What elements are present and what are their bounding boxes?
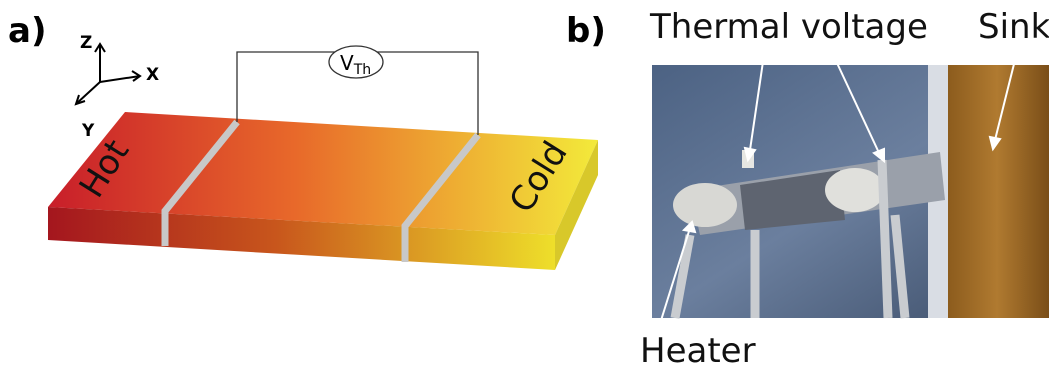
annotation-heater: Heater bbox=[640, 331, 756, 371]
voltmeter-symbol: V bbox=[340, 51, 354, 75]
voltmeter-subscript: Th bbox=[353, 62, 371, 78]
panel-label: a) bbox=[8, 11, 46, 51]
annotation-sink: Sink bbox=[978, 7, 1049, 47]
photo bbox=[652, 65, 1049, 318]
panel-label: b) bbox=[566, 11, 606, 51]
axes bbox=[76, 44, 140, 104]
annotation-thermal-voltage: Thermal voltage bbox=[649, 7, 928, 47]
axis-y: Y bbox=[81, 121, 95, 141]
figure: a) Z X Y VTh Hot Cold b) Thermal voltage bbox=[0, 0, 1049, 372]
axis-x: X bbox=[146, 65, 159, 85]
axis-z: Z bbox=[80, 33, 92, 53]
